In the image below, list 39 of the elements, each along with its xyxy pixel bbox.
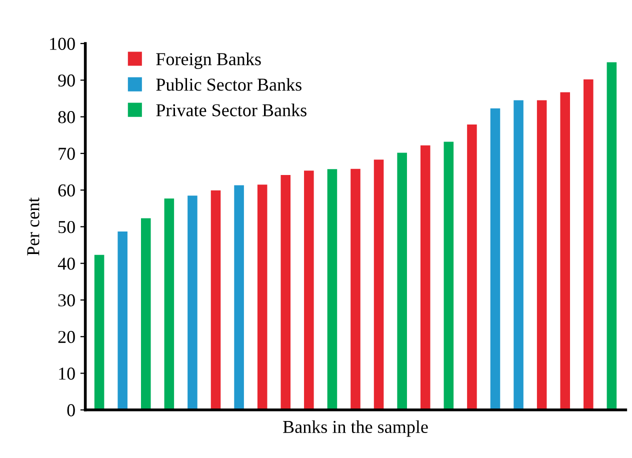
- bar: [304, 170, 314, 410]
- y-tick-label: 30: [58, 294, 75, 306]
- bar: [560, 92, 570, 410]
- bar: [536, 100, 547, 410]
- bar: [490, 108, 500, 410]
- y-tick-label: 0: [67, 404, 75, 416]
- bar: [327, 169, 338, 410]
- y-tick-label: 90: [58, 74, 75, 87]
- y-tick-label: 80: [58, 111, 75, 124]
- legend-label: Public Sector Banks: [156, 78, 302, 91]
- legend-label: Private Sector Banks: [156, 104, 306, 116]
- y-axis-title: Per cent: [27, 197, 40, 256]
- bar: [234, 185, 244, 410]
- y-tick-label: 60: [58, 184, 75, 197]
- y-tick-label: 100: [50, 38, 75, 50]
- bar: [584, 79, 594, 410]
- bar: [467, 124, 477, 410]
- bar: [514, 100, 524, 410]
- bar: [397, 152, 407, 410]
- bar: [257, 184, 268, 410]
- y-tick-label: 40: [58, 258, 75, 270]
- bar: [444, 142, 454, 410]
- x-axis-title: Banks in the sample: [283, 420, 428, 437]
- bar: [350, 168, 360, 410]
- legend-label: Foreign Banks: [156, 52, 261, 69]
- y-tick-label: 50: [58, 220, 75, 234]
- y-tick-label: 70: [58, 148, 75, 160]
- bar: [606, 62, 617, 410]
- bar: [280, 175, 291, 410]
- y-tick-label: 20: [58, 330, 75, 344]
- bar: [94, 254, 104, 410]
- bar: [164, 198, 174, 410]
- y-tick-label: 10: [59, 368, 75, 380]
- bar: [118, 231, 128, 410]
- bar: [210, 190, 221, 410]
- bar: [188, 196, 198, 410]
- bar: [140, 218, 151, 410]
- bar: [374, 160, 384, 410]
- bar: [420, 145, 430, 410]
